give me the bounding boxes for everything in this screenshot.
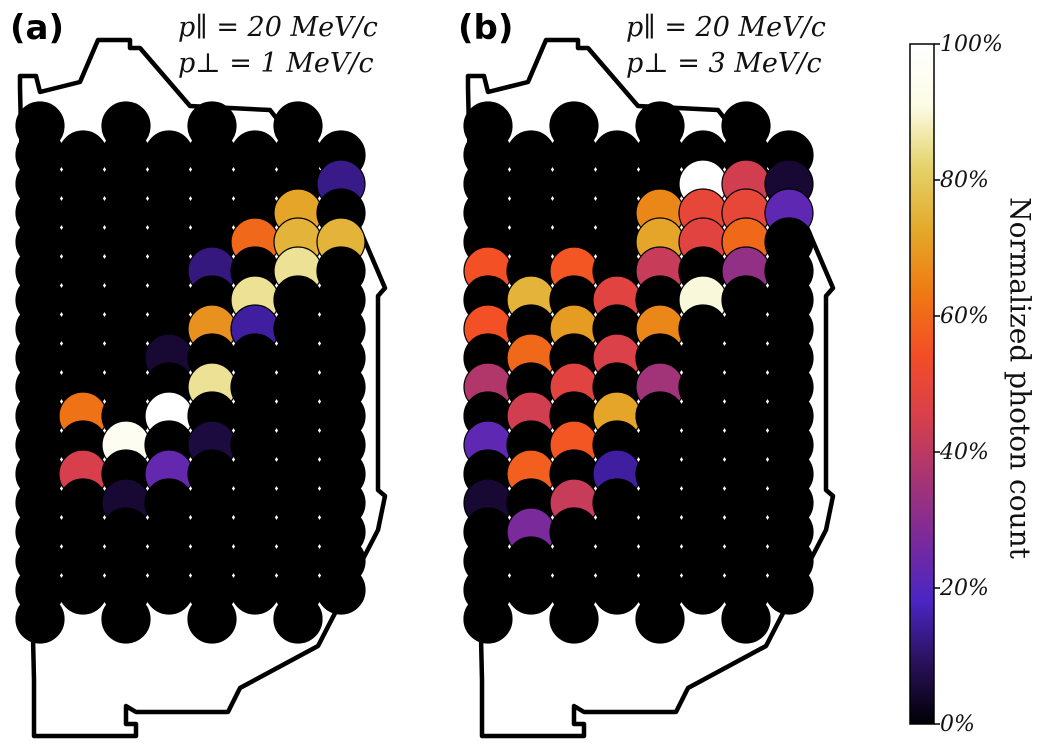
detector-cell <box>635 594 685 644</box>
colorbar-bar <box>909 43 935 725</box>
panel-b-param-perp: p⊥ = 3 MeV/c <box>626 48 822 79</box>
panel-a-param-parallel: p∥ = 20 MeV/c <box>178 12 378 43</box>
colorbar-tick-60: 60% <box>940 304 989 329</box>
detector-outline <box>17 37 388 739</box>
detector-cell <box>678 565 728 615</box>
colorbar-label: Normalized photon count <box>1003 197 1037 559</box>
detector-outline <box>465 37 836 739</box>
colorbar-tick-80: 80% <box>940 168 989 193</box>
detector-cell <box>506 565 556 615</box>
detector-cell <box>187 594 237 644</box>
panel-a-label: (a) <box>10 8 65 48</box>
detector-cell <box>764 565 814 615</box>
colorbar-tick-40: 40% <box>940 440 989 465</box>
panel-a-param-perp: p⊥ = 1 MeV/c <box>178 48 374 79</box>
colorbar-tick-0: 0% <box>940 712 975 737</box>
detector-cell <box>721 594 771 644</box>
detector-cell <box>463 594 513 644</box>
panel-a <box>15 37 388 739</box>
detector-cell <box>592 565 642 615</box>
detector-cell <box>144 565 194 615</box>
detector-cell <box>230 565 280 615</box>
panel-b <box>463 37 836 739</box>
detector-cell <box>316 565 366 615</box>
detector-cell <box>58 565 108 615</box>
detector-cell <box>101 594 151 644</box>
panel-b-label: (b) <box>458 8 514 48</box>
panel-b-param-parallel: p∥ = 20 MeV/c <box>626 12 826 43</box>
detector-cell <box>15 594 65 644</box>
detector-cell <box>273 594 323 644</box>
colorbar <box>909 43 940 725</box>
detector-cell <box>549 594 599 644</box>
colorbar-tick-20: 20% <box>940 576 989 601</box>
colorbar-ticks <box>934 43 940 725</box>
colorbar-tick-100: 100% <box>940 32 1003 57</box>
